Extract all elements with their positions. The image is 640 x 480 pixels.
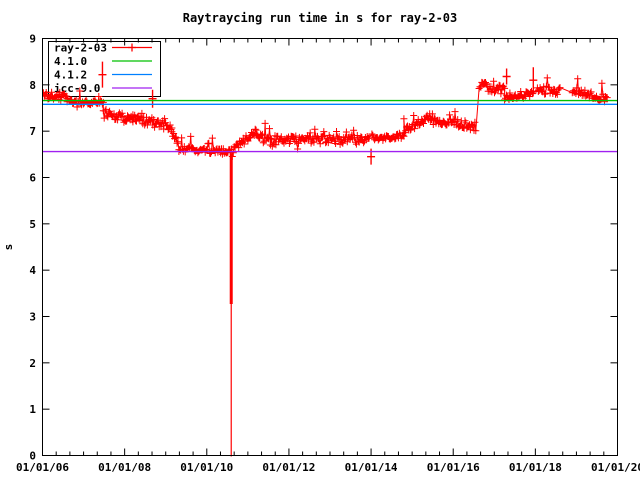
series-markers — [42, 74, 611, 160]
x-tick-label: 01/01/20 — [591, 461, 640, 474]
y-tick-label: 9 — [29, 33, 36, 46]
y-tick-label: 4 — [29, 264, 36, 277]
plot-frame — [42, 38, 618, 456]
legend-label-ray-2-03: ray-2-03 — [54, 42, 107, 55]
x-tick-label: 01/01/18 — [509, 461, 562, 474]
legend-box — [48, 41, 161, 97]
x-tick-label: 01/01/12 — [262, 461, 315, 474]
legend-sample-plus-icon — [128, 43, 136, 52]
series-outlier-markers — [98, 61, 538, 165]
x-tick-label: 01/01/16 — [427, 461, 480, 474]
y-tick-label: 1 — [29, 403, 36, 416]
reference-lines — [42, 99, 618, 153]
x-tick-label: 01/01/10 — [180, 461, 233, 474]
y-axis-label: s — [2, 244, 15, 251]
series-ray-2-03 — [42, 61, 611, 165]
y-tick-label: 6 — [29, 172, 36, 185]
legend-samples — [112, 43, 152, 89]
legend-label-4.1.0: 4.1.0 — [54, 55, 87, 68]
y-tick-label: 7 — [29, 125, 36, 138]
x-tick-label: 01/01/14 — [345, 461, 398, 474]
legend-label-icc-9.0: icc-9.0 — [54, 82, 100, 95]
axes: 01/01/06 01/01/08 01/01/10 01/01/12 01/01/14… — [16, 33, 640, 475]
y-tick-label: 2 — [29, 357, 36, 370]
x-tick-label: 01/01/06 — [16, 461, 69, 474]
legend-label-4.1.2: 4.1.2 — [54, 69, 87, 82]
x-tick-label: 01/01/08 — [98, 461, 151, 474]
y-tick-label: 3 — [29, 311, 36, 324]
y-tick-label: 8 — [29, 79, 36, 92]
y-tick-label: 0 — [29, 450, 36, 463]
chart-title: Raytraycing run time in s for ray-2-03 — [183, 11, 458, 25]
y-tick-label: 5 — [29, 218, 36, 231]
